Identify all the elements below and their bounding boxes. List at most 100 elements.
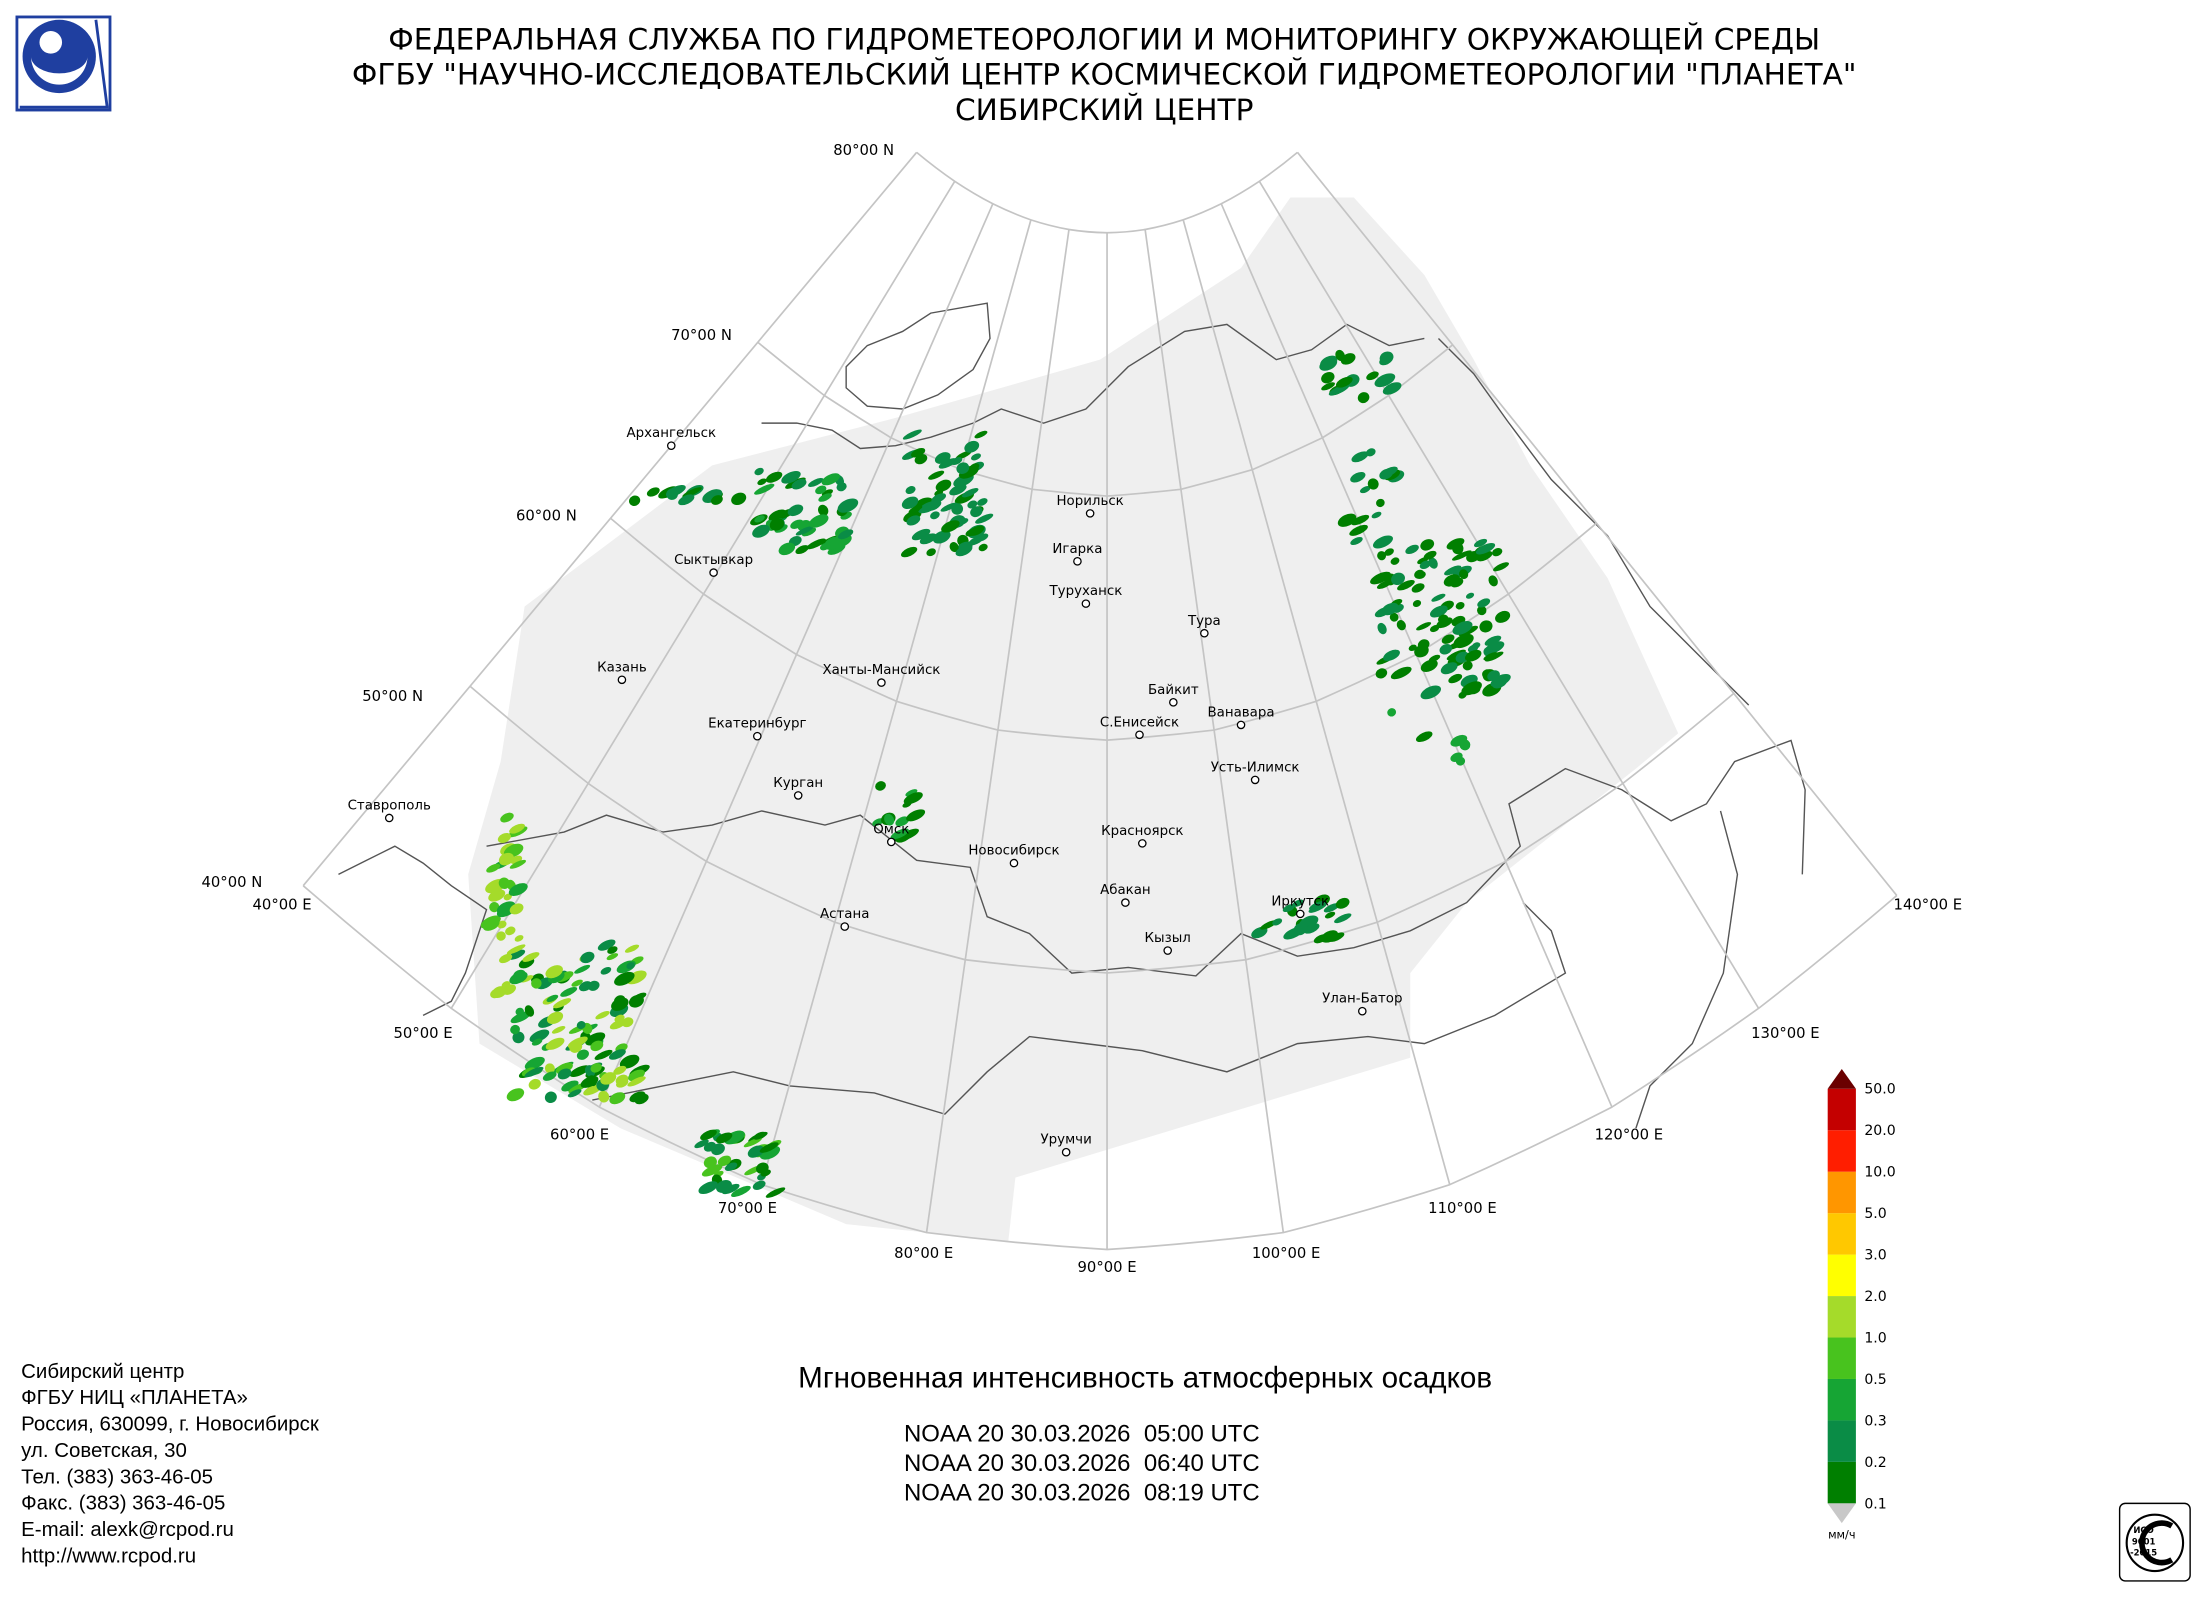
legend-label: 0.5 (1864, 1372, 1886, 1388)
precip-cell (757, 478, 767, 486)
precipitation (480, 349, 1511, 1198)
precip-cell (970, 453, 981, 461)
precip-cell (1351, 451, 1369, 463)
precip-cell (1367, 478, 1379, 490)
cities: Архангельск Сыктывкар Казань Ханты-Мансийск… (348, 426, 1402, 1157)
precip-cell (609, 1092, 626, 1105)
precip-cell (808, 514, 829, 528)
precip-cell (716, 1132, 733, 1144)
precip-cell (700, 1129, 717, 1141)
precip-cell (1357, 392, 1370, 404)
precip-cell (607, 946, 618, 954)
precip-cell (1411, 583, 1425, 593)
precip-cell (753, 1131, 766, 1140)
precip-cell (560, 986, 578, 997)
precip-cell (1459, 569, 1469, 580)
coastline (845, 302, 991, 410)
precip-cell (895, 816, 910, 827)
precip-cell (1408, 644, 1417, 652)
precip-cell (569, 1065, 590, 1078)
precip-cell (1370, 571, 1391, 585)
legend-label: 0.3 (1864, 1413, 1886, 1429)
meridian (1182, 219, 1451, 1185)
precip-cell (1377, 622, 1387, 635)
precip-cell (524, 1056, 545, 1070)
contact-line: E-mail: alexk@rcpod.ru (21, 1518, 234, 1541)
legend-label: 10.0 (1864, 1165, 1895, 1181)
precip-cell (482, 918, 500, 931)
precip-cell (509, 859, 526, 869)
precip-cell (815, 485, 827, 495)
city-label: Сыктывкар (674, 553, 753, 568)
city-marker (1295, 909, 1305, 919)
coastline (1635, 810, 1739, 1129)
legend-band (1827, 1254, 1856, 1297)
coastlines (338, 302, 1806, 1129)
precip-cell (1397, 579, 1415, 591)
precip-cell (949, 542, 959, 553)
parallel-label: 80°00 N (833, 142, 894, 159)
meridian-label: 90°00 E (1077, 1259, 1136, 1276)
precip-cell (956, 462, 970, 474)
header-line: СИБИРСКИЙ ЦЕНТР (955, 92, 1253, 127)
coastline (338, 845, 488, 1017)
cert-c (2139, 1520, 2174, 1566)
precip-cell (1251, 926, 1268, 939)
cert-text: 9001 (2132, 1536, 2156, 1546)
precip-cell (1488, 575, 1498, 587)
legend-band (1827, 1088, 1856, 1131)
precip-cell (545, 1037, 565, 1050)
precip-cell (1450, 734, 1468, 747)
precip-cell (731, 492, 747, 506)
coastline (761, 323, 1425, 450)
city-label: Тура (1187, 614, 1221, 629)
precip-cell (1473, 538, 1488, 548)
precip-cell (974, 430, 988, 439)
contact-info: Сибирский центр ФГБУ НИЦ «ПЛАНЕТА» Россия,… (21, 1360, 320, 1568)
city: Норильск (1056, 494, 1124, 518)
precip-cell (561, 1080, 579, 1092)
precip-cell (765, 471, 783, 483)
precip-cell (795, 526, 814, 536)
precip-cell (717, 1155, 732, 1167)
precip-cell (1420, 685, 1442, 700)
precip-cell (629, 495, 641, 506)
legend-band (1827, 1296, 1856, 1338)
precip-cell (1390, 557, 1400, 565)
precip-cell (574, 964, 591, 974)
precip-cell (1379, 355, 1393, 366)
precip-cell (935, 479, 952, 492)
precip-cell (557, 1068, 572, 1080)
precip-cell (731, 1185, 751, 1197)
city-marker (1236, 720, 1246, 730)
precip-cell (808, 477, 824, 487)
precip-cell (512, 1031, 525, 1044)
precip-cell (524, 1005, 535, 1017)
meridian (1144, 229, 1285, 1233)
precip-cell (678, 494, 695, 506)
precip-cell (1476, 551, 1493, 562)
precip-cell (626, 962, 635, 970)
precip-cell (1419, 560, 1431, 570)
meridian-label: 100°00 E (1252, 1245, 1321, 1262)
city-label: Ханты-Мансийск (822, 663, 940, 678)
city-marker (709, 568, 718, 577)
precip-cell (498, 852, 514, 866)
precip-cell (787, 504, 804, 517)
city: Архангельск (626, 426, 716, 450)
legend-band (1827, 1420, 1856, 1462)
precip-cell (701, 1164, 723, 1177)
parallel-label: 40°00 N (201, 874, 262, 891)
city-marker (877, 678, 886, 687)
border (486, 739, 1806, 977)
graticule: 80°00 N 70°00 N 60°00 N 50°00 N 40°00 N 40°00… (201, 142, 1962, 1276)
precip-cell (1420, 659, 1438, 672)
precip-cell (613, 1065, 627, 1075)
city: Сыктывкар (674, 553, 753, 577)
city: Ставрополь (348, 799, 431, 823)
precip-cell (513, 969, 526, 981)
legend-band (1827, 1337, 1856, 1379)
precip-cell (926, 548, 936, 557)
legend-label: 2.0 (1864, 1289, 1886, 1305)
precip-cell (1309, 900, 1326, 911)
